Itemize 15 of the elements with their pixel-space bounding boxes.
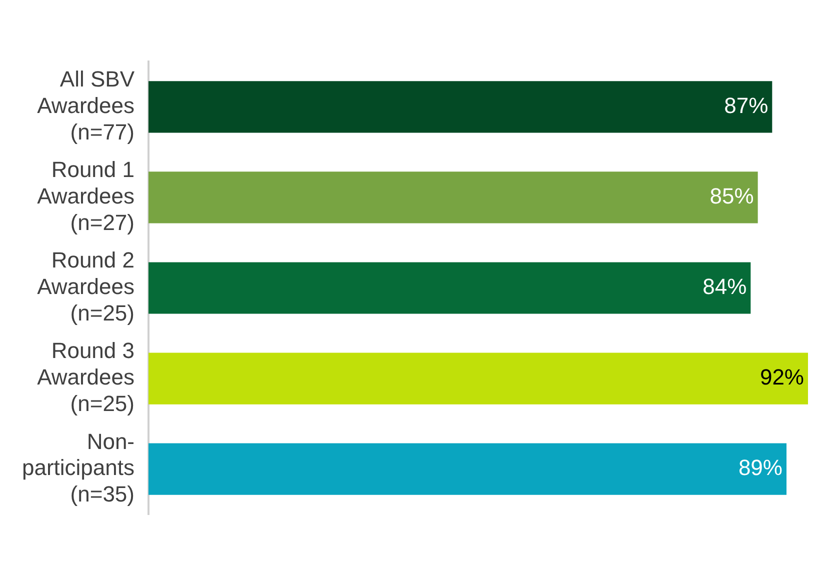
- bar: [148, 81, 772, 133]
- bar: [148, 352, 808, 404]
- data-label: 85%: [710, 184, 754, 209]
- y-tick-label: Round 3 Awardees (n=25): [37, 338, 135, 416]
- bar: [148, 172, 758, 224]
- y-tick-label: Round 1 Awardees (n=27): [37, 157, 135, 235]
- data-label: 92%: [760, 364, 804, 390]
- data-label: 87%: [724, 92, 768, 118]
- bar: [148, 443, 786, 495]
- y-tick-label: All SBV Awardees (n=77): [37, 66, 135, 144]
- data-label: 84%: [702, 274, 747, 300]
- bar: [148, 262, 751, 314]
- data-label: 89%: [738, 455, 782, 480]
- y-tick-label: Non- participants (n=35): [22, 428, 135, 507]
- y-tick-label: Round 2 Awardees (n=25): [37, 248, 135, 326]
